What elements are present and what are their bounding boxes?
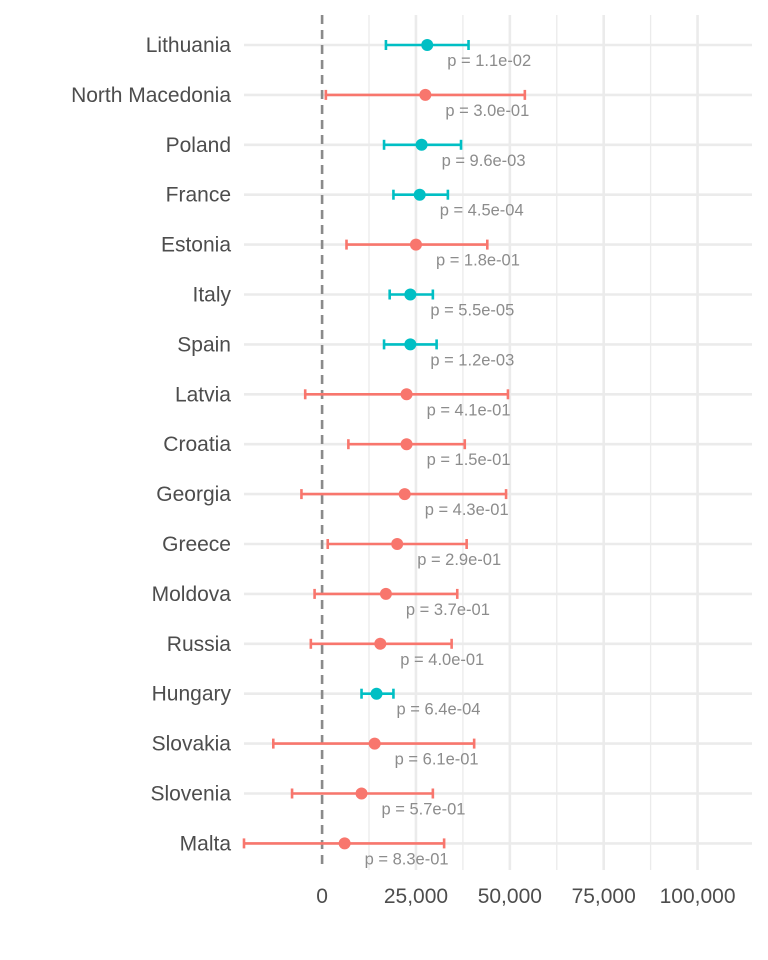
point-estimate (355, 787, 368, 800)
p-value-label: p = 4.5e-04 (440, 202, 524, 220)
country-label: Italy (192, 284, 231, 307)
point-estimate (421, 39, 434, 51)
country-label: Croatia (163, 433, 231, 456)
country-label: Greece (162, 533, 231, 556)
x-tick-label: 25,000 (384, 885, 448, 908)
labels-layer: 0 25,000 50,000 75,000 100,000 Lithuania p = 1… (71, 34, 735, 908)
country-label: Russia (167, 633, 232, 656)
x-tick-label: 0 (316, 885, 328, 908)
country-label: Malta (180, 832, 232, 855)
x-tick-label: 50,000 (478, 885, 542, 908)
point-estimate (379, 587, 392, 600)
p-value-label: p = 8.3e-01 (365, 850, 449, 868)
country-label: Moldova (152, 583, 232, 606)
grid-layer (244, 15, 752, 870)
p-value-label: p = 3.0e-01 (445, 102, 529, 120)
p-value-label: p = 9.6e-03 (442, 152, 526, 170)
marks-layer (242, 39, 527, 850)
p-value-label: p = 2.9e-01 (417, 551, 501, 569)
country-label: Slovenia (150, 783, 231, 806)
point-estimate (391, 538, 404, 550)
p-value-label: p = 6.4e-04 (397, 701, 481, 719)
country-label: Spain (177, 333, 231, 356)
point-estimate (415, 138, 428, 151)
p-value-label: p = 3.7e-01 (406, 601, 490, 619)
p-value-label: p = 5.7e-01 (382, 801, 466, 819)
p-value-label: p = 4.0e-01 (400, 651, 484, 669)
country-label: North Macedonia (71, 84, 231, 107)
p-value-label: p = 1.2e-03 (430, 351, 514, 369)
point-estimate (413, 188, 426, 201)
country-label: Latvia (175, 383, 231, 406)
p-value-label: p = 4.3e-01 (425, 501, 509, 519)
p-value-label: p = 1.8e-01 (436, 252, 520, 270)
p-value-label: p = 5.5e-05 (430, 302, 514, 320)
country-label: Georgia (156, 483, 231, 506)
country-label: France (166, 184, 231, 207)
point-estimate (370, 687, 383, 700)
country-label: Hungary (152, 683, 232, 706)
point-estimate (409, 238, 422, 251)
x-tick-label: 100,000 (660, 885, 736, 908)
country-label: Slovakia (152, 733, 232, 756)
point-estimate (419, 88, 432, 101)
point-estimate (338, 837, 351, 850)
point-estimate (400, 438, 413, 451)
country-label: Estonia (161, 234, 231, 257)
country-label: Lithuania (146, 34, 232, 57)
point-estimate (368, 737, 381, 750)
p-value-label: p = 1.5e-01 (427, 451, 511, 469)
point-estimate (374, 637, 387, 650)
p-value-label: p = 1.1e-02 (447, 52, 531, 70)
p-value-label: p = 4.1e-01 (427, 401, 511, 419)
point-estimate (398, 488, 411, 501)
p-value-label: p = 6.1e-01 (395, 751, 479, 769)
point-estimate (404, 338, 417, 351)
x-tick-label: 75,000 (572, 885, 636, 908)
country-label: Poland (166, 134, 231, 157)
point-estimate (404, 288, 417, 301)
point-estimate (400, 388, 413, 401)
